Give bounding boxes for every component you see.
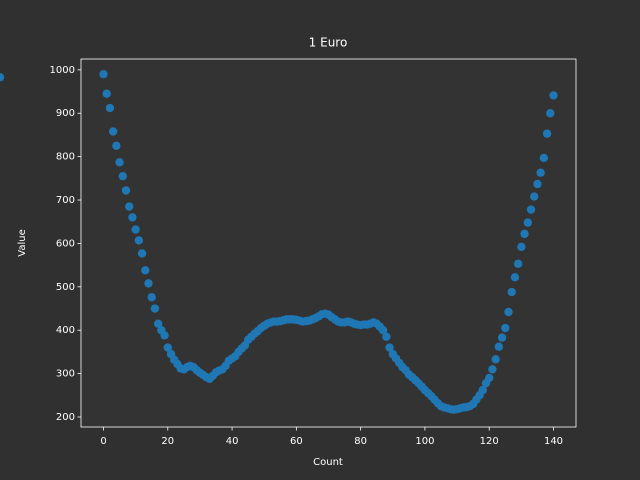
point <box>513 259 523 269</box>
point <box>549 91 558 100</box>
point <box>546 109 555 118</box>
point <box>102 89 111 98</box>
x-tick-label: 120 <box>480 436 499 447</box>
point <box>385 343 394 352</box>
point <box>497 333 507 342</box>
x-axis-label: Count <box>313 457 343 468</box>
point <box>99 69 108 79</box>
point <box>137 249 147 258</box>
y-tick-label: 1000 <box>50 65 75 76</box>
y-tick-label: 700 <box>56 195 75 206</box>
point <box>382 332 391 341</box>
point <box>150 304 160 313</box>
point <box>536 168 545 177</box>
y-tick-label: 500 <box>56 282 75 293</box>
point <box>526 205 536 214</box>
point <box>134 236 144 245</box>
point <box>488 365 497 374</box>
point <box>163 343 172 352</box>
point <box>520 229 529 239</box>
point <box>491 355 500 364</box>
point <box>112 141 121 150</box>
y-axis-label: Value <box>17 229 28 256</box>
y-tick-label: 400 <box>56 325 75 336</box>
x-tick-label: 80 <box>354 436 367 447</box>
x-tick-label: 40 <box>226 436 239 447</box>
y-tick-label: 900 <box>56 108 75 119</box>
chart-title: 1 Euro <box>309 36 348 50</box>
point <box>539 153 549 163</box>
point <box>504 307 513 317</box>
point <box>125 202 134 211</box>
point <box>153 319 163 328</box>
point <box>108 127 118 136</box>
point <box>121 186 131 195</box>
y-tick-label: 600 <box>56 238 75 249</box>
point <box>510 273 520 282</box>
axes-bg <box>81 59 576 427</box>
point <box>141 266 150 275</box>
point <box>118 171 127 181</box>
point <box>530 192 539 201</box>
point <box>105 103 115 113</box>
y-tick-label: 300 <box>56 369 75 380</box>
y-tick-label: 200 <box>56 412 75 423</box>
x-tick-label: 100 <box>415 436 434 447</box>
point <box>478 385 487 395</box>
point <box>160 331 169 340</box>
point <box>147 293 156 302</box>
point <box>517 242 526 252</box>
x-tick-label: 20 <box>161 436 174 447</box>
point <box>494 342 504 351</box>
point <box>115 158 124 167</box>
point <box>542 129 552 138</box>
point <box>523 218 532 227</box>
point <box>533 179 542 189</box>
y-tick-label: 800 <box>56 152 75 163</box>
point <box>128 213 137 222</box>
point <box>378 326 388 335</box>
point <box>131 225 140 234</box>
x-tick-label: 140 <box>544 436 563 447</box>
point <box>507 287 516 297</box>
x-tick-label: 60 <box>290 436 303 447</box>
point <box>0 73 5 82</box>
axes-frame <box>80 58 577 428</box>
point <box>501 323 510 333</box>
point <box>485 373 494 383</box>
plot <box>0 69 558 414</box>
point <box>144 279 153 288</box>
x-tick-label: 0 <box>100 436 106 447</box>
